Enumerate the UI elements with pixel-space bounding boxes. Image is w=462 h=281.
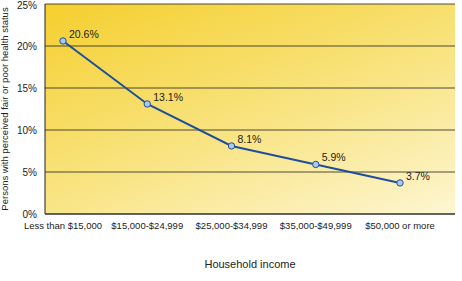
svg-text:13.1%: 13.1% <box>153 91 183 103</box>
svg-text:Persons with perceived fair or: Persons with perceived fair or poor heal… <box>8 7 10 211</box>
svg-text:0%: 0% <box>23 209 38 220</box>
svg-text:3.7%: 3.7% <box>406 170 430 182</box>
svg-text:10%: 10% <box>17 125 37 136</box>
svg-text:20.6%: 20.6% <box>69 28 99 40</box>
svg-text:$25,000-$34,999: $25,000-$34,999 <box>196 220 268 231</box>
svg-text:$15,000-$24,999: $15,000-$24,999 <box>111 220 183 231</box>
svg-text:5.9%: 5.9% <box>322 151 346 163</box>
svg-text:$50,000 or more: $50,000 or more <box>365 220 435 231</box>
svg-text:Household income: Household income <box>204 258 295 270</box>
svg-text:25%: 25% <box>17 0 37 11</box>
svg-text:20%: 20% <box>17 41 37 52</box>
svg-text:Less than $15,000: Less than $15,000 <box>24 220 102 231</box>
svg-text:8.1%: 8.1% <box>238 133 262 145</box>
svg-text:5%: 5% <box>23 167 38 178</box>
svg-text:15%: 15% <box>17 83 37 94</box>
svg-text:$35,000-$49,999: $35,000-$49,999 <box>280 220 352 231</box>
